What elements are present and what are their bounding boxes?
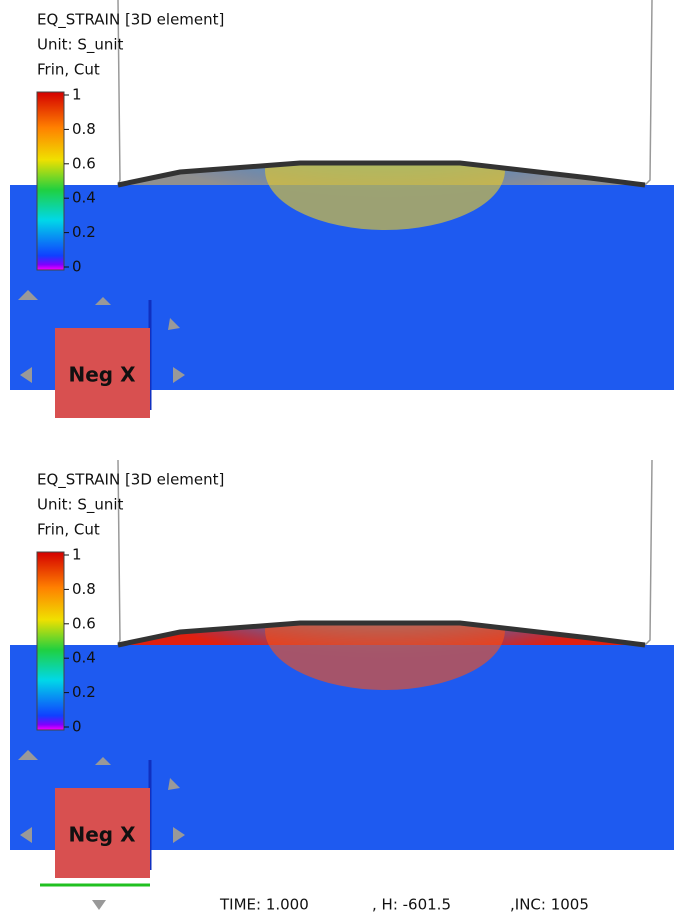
status-time: TIME: 1.000 — [219, 896, 309, 914]
nav-arrow — [18, 290, 38, 300]
colorbar — [36, 91, 65, 271]
colorbar — [36, 551, 65, 731]
result-panel: EQ_STRAIN [3D element] Unit: S_unit Frin, … — [10, 459, 674, 878]
colorbar-label: 0.2 — [72, 223, 96, 241]
result-unit: Unit: S_unit — [37, 36, 124, 55]
result-panel: EQ_STRAIN [3D element] Unit: S_unit Frin, … — [10, 0, 674, 418]
colorbar-label: 0.8 — [72, 120, 96, 138]
nav-arrow — [20, 367, 32, 383]
colorbar-label: 0.6 — [72, 154, 96, 172]
colorbar-label: 0 — [72, 258, 82, 276]
strain-field — [265, 163, 505, 230]
nav-arrow — [18, 750, 38, 760]
colorbar-label: 0 — [72, 718, 82, 736]
surface-edge — [117, 620, 646, 648]
result-title: EQ_STRAIN [3D element] — [37, 11, 224, 30]
nav-arrow — [173, 367, 185, 383]
nav-arrow — [173, 827, 185, 843]
result-mode: Frin, Cut — [37, 521, 100, 539]
colorbar-label: 0.4 — [72, 189, 96, 207]
result-mode: Frin, Cut — [37, 61, 100, 79]
colorbar-label: 0.8 — [72, 580, 96, 598]
strain-field — [265, 623, 505, 690]
colorbar-label: 0.4 — [72, 649, 96, 667]
colorbar-label: 1 — [72, 546, 82, 564]
colorbar-label: 0.6 — [72, 614, 96, 632]
view-cube-label: Neg X — [68, 823, 136, 847]
view-cube-label: Neg X — [68, 363, 136, 387]
colorbar-label: 1 — [72, 86, 82, 104]
view-cube — [55, 328, 150, 418]
result-title: EQ_STRAIN [3D element] — [37, 471, 224, 490]
result-unit: Unit: S_unit — [37, 496, 124, 515]
nav-arrow — [168, 778, 180, 790]
nav-arrow — [95, 297, 111, 305]
nav-arrow — [20, 827, 32, 843]
view-cube — [55, 788, 150, 878]
colorbar-label: 0.2 — [72, 683, 96, 701]
nav-arrow — [95, 757, 111, 765]
surface-edge — [117, 160, 646, 188]
nav-arrow — [92, 900, 106, 910]
nav-arrow — [168, 318, 180, 330]
status-h: , H: -601.5 — [372, 896, 451, 914]
status-inc: ,INC: 1005 — [510, 896, 589, 914]
